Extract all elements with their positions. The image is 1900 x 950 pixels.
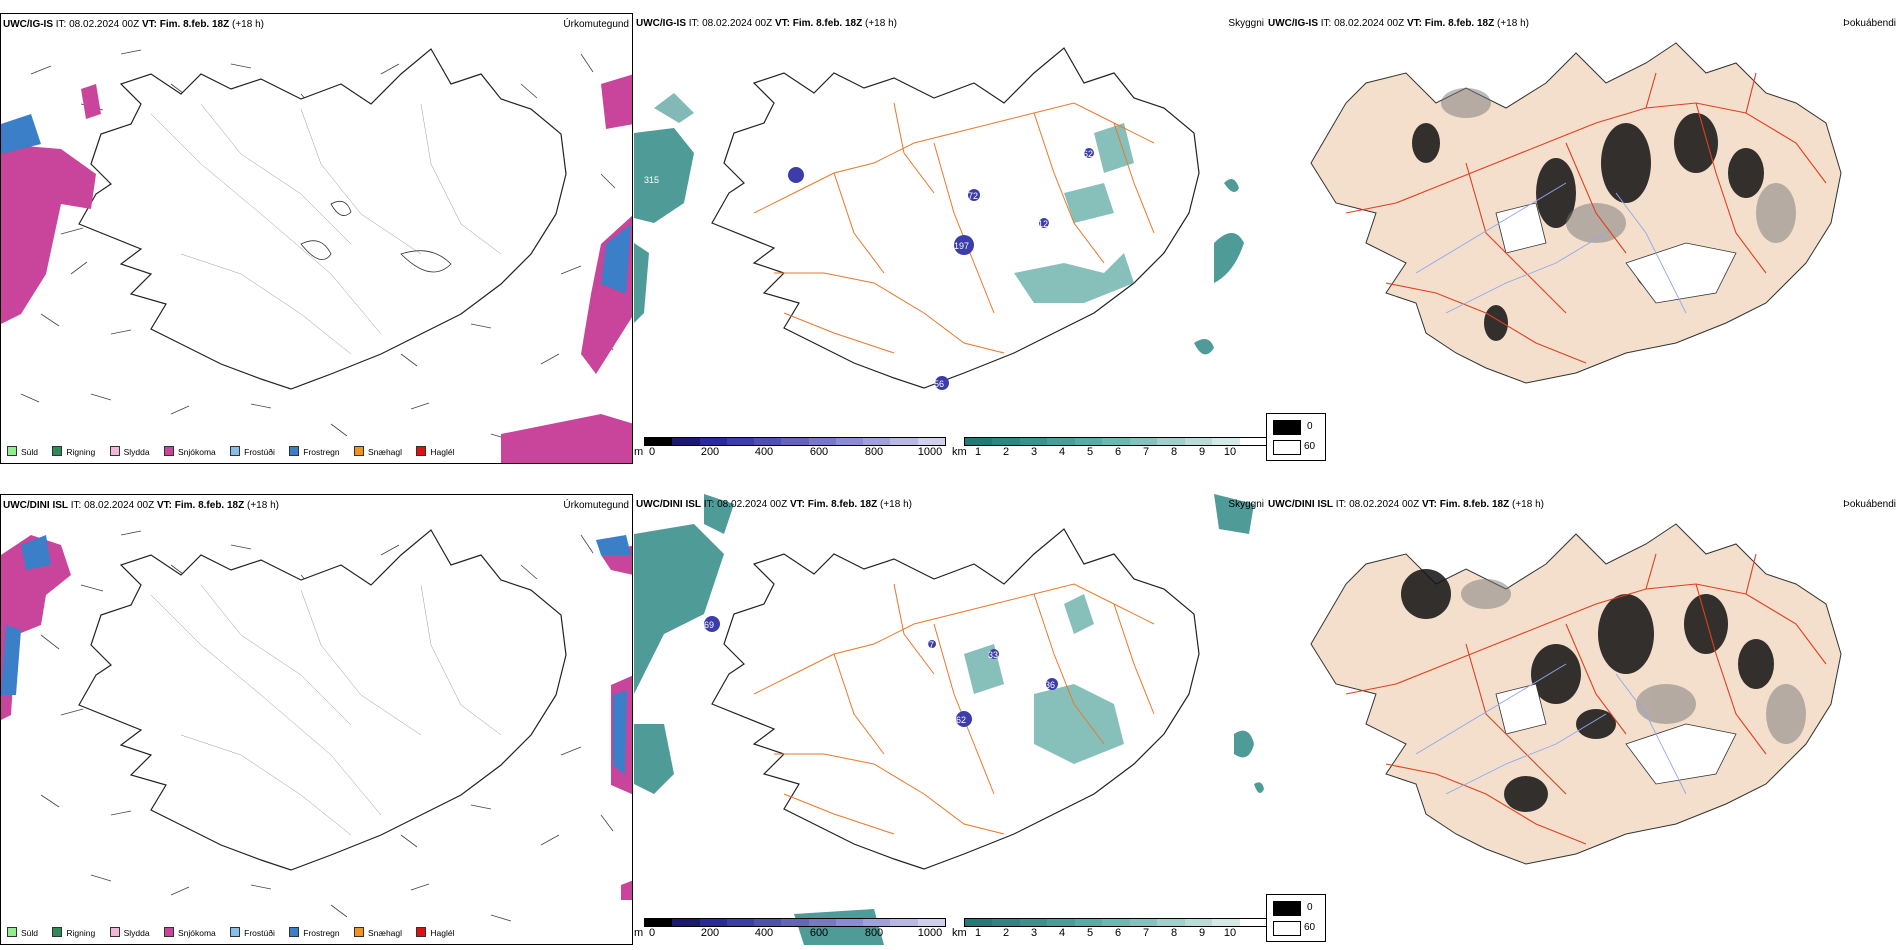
legend-item: Frostúði [230,927,275,938]
panel-header: UWC/DINI ISL IT: 08.02.2024 00Z VT: Fim.… [636,499,912,510]
precip-type-panel-row1: UWC/IG-IS IT: 08.02.2024 00Z VT: Fim. 8.… [0,13,633,464]
elevation-colorbar: m 0 200 400 600 800 1000 [634,437,949,463]
snow-east [581,74,632,374]
map-label: 62 [956,715,966,725]
elevation-colorbar: m 0 200 400 600 800 1000 [634,918,949,944]
map-label: 315 [644,175,659,185]
visibility-panel-row2: 69 62 33 36 87 UWC/DINI ISL IT: 08.02.20… [634,494,1266,945]
precip-map-row1 [1,48,632,463]
fog-map-row2 [1310,523,1842,865]
map-label: 62 [1083,149,1093,159]
fog-indicator-panel-row2: UWC/DINI ISL IT: 08.02.2024 00Z VT: Fim.… [1266,494,1900,945]
legend-item: Frostregn [289,927,340,938]
legend-item: Slydda [109,927,150,938]
legend-item: Snæhagl [354,927,402,938]
iceland-outline [78,48,567,390]
iceland-outline [78,529,567,871]
precip-legend: Súld Rigning Slydda Snjókoma Frostúði Fr… [7,446,467,457]
map-label: 36 [1045,680,1055,690]
panel-title: Þokuábendi [1843,499,1896,510]
panel-header: UWC/IG-IS IT: 08.02.2024 00Z VT: Fim. 8.… [3,19,264,30]
visibility-panel-row1: 315 239 197 72 124 62 56 43 UWC/IG-IS IT… [634,13,1266,464]
legend-item: Rigning [52,446,95,457]
map-label: 56 [934,379,944,389]
legend-item: Slydda [109,446,150,457]
precip-map-row2 [1,529,632,922]
visibility-map-row2: 69 62 33 36 87 [634,494,1264,945]
visibility-colorbar: km 1 2 3 4 5 6 7 8 9 10 [952,437,1266,463]
map-label: 124 [1038,219,1053,229]
legend-item: Rigning [52,927,95,938]
map-label: 239 [704,165,719,175]
panel-header: UWC/IG-IS IT: 08.02.2024 00Z VT: Fim. 8.… [636,18,897,29]
legend-item: Súld [7,927,38,938]
legend-item: Haglél [416,446,455,457]
fog-legend: 0 60 [1266,894,1326,942]
fog-map-row1 [1310,42,1842,384]
iceland-fill [1310,523,1842,865]
map-label: 43 [1054,335,1064,345]
legend-item: Snjókoma [163,446,216,457]
snow-west [1,144,96,324]
panel-title: Skyggni [1228,18,1264,29]
map-label: 69 [704,620,714,630]
precip-type-panel-row2: UWC/DINI ISL IT: 08.02.2024 00Z VT: Fim.… [0,494,633,945]
precip-legend: Súld Rigning Slydda Snjókoma Frostúði Fr… [7,927,467,938]
snow-west [1,535,71,720]
legend-item: Frostúði [230,446,275,457]
visibility-colorbar: km 1 2 3 4 5 6 7 8 9 10 [952,918,1266,944]
panel-title: Þokuábendi [1843,18,1896,29]
map-label: 87 [924,640,934,650]
visibility-map-row1: 315 239 197 72 124 62 56 43 [634,47,1244,390]
fog-legend: 0 60 [1266,413,1326,461]
panel-header: UWC/DINI ISL IT: 08.02.2024 00Z VT: Fim.… [3,500,279,511]
legend-item: Snjókoma [163,927,216,938]
panel-header: UWC/IG-IS IT: 08.02.2024 00Z VT: Fim. 8.… [1268,18,1529,29]
panel-title: Úrkomutegund [563,500,629,511]
legend-item: Frostregn [289,446,340,457]
panel-title: Úrkomutegund [563,19,629,30]
panel-header: UWC/DINI ISL IT: 08.02.2024 00Z VT: Fim.… [1268,499,1544,510]
panel-title: Skyggni [1228,499,1264,510]
map-label: 197 [954,241,969,251]
legend-item: Snæhagl [354,446,402,457]
legend-item: Haglél [416,927,455,938]
map-label: 72 [968,191,978,201]
map-label: 33 [988,650,998,660]
legend-item: Súld [7,446,38,457]
fog-indicator-panel-row1: UWC/IG-IS IT: 08.02.2024 00Z VT: Fim. 8.… [1266,13,1900,464]
